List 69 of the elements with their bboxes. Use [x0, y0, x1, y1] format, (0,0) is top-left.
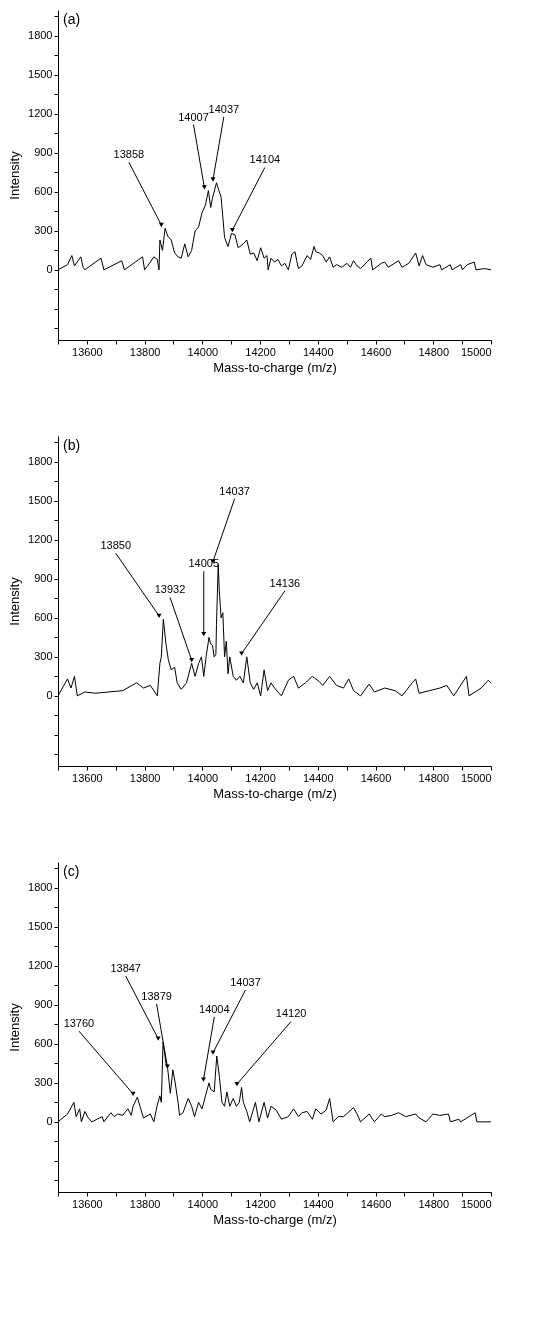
- x-tick-label: 14200: [245, 345, 276, 358]
- y-tick-label: 600: [34, 1037, 53, 1050]
- chart-title: (a): [63, 11, 81, 27]
- y-axis-title: Intensity: [7, 1002, 23, 1052]
- annotation: 14037: [208, 102, 240, 115]
- x-tick-label: 14000: [187, 345, 219, 358]
- x-tick-label: 14400: [303, 345, 334, 358]
- y-tick-label: 0: [46, 263, 53, 276]
- x-tick-label: 14800: [418, 771, 450, 784]
- y-tick-label: 900: [34, 572, 53, 585]
- annotation: 13760: [63, 1017, 95, 1030]
- chart-title: (c): [63, 863, 80, 879]
- y-tick-label: 1500: [28, 494, 53, 507]
- annotation: 14007: [178, 110, 209, 123]
- y-tick-label: 1200: [28, 107, 53, 120]
- y-tick-label: 300: [34, 1076, 53, 1089]
- y-tick-label: 1200: [28, 959, 53, 972]
- y-tick-label: 1800: [28, 455, 53, 468]
- y-axis-title: Intensity: [7, 576, 23, 626]
- annotation: 14037: [230, 975, 261, 988]
- x-tick-label: 13800: [129, 1197, 161, 1210]
- x-tick-label: 13600: [72, 1197, 103, 1210]
- x-tick-label: 14800: [418, 345, 450, 358]
- x-tick-label: 15000: [460, 345, 492, 358]
- x-tick-label: 13800: [129, 771, 161, 784]
- x-tick-label: 13600: [72, 345, 103, 358]
- annotation: 13847: [110, 961, 141, 974]
- annotation: 14004: [199, 1002, 230, 1015]
- x-tick-label: 14400: [303, 771, 334, 784]
- annotation: 14005: [188, 557, 220, 570]
- x-tick-label: 14000: [187, 1197, 219, 1210]
- y-tick-label: 600: [34, 185, 53, 198]
- y-tick-label: 1800: [28, 29, 53, 42]
- x-tick-label: 14600: [360, 345, 392, 358]
- y-tick-label: 600: [34, 611, 53, 624]
- y-tick-label: 0: [46, 689, 53, 702]
- x-tick-label: 14200: [245, 1197, 276, 1210]
- annotation: 13932: [154, 583, 186, 596]
- x-tick-label: 14800: [418, 1197, 450, 1210]
- annotation: 14136: [269, 576, 301, 589]
- y-tick-label: 1500: [28, 68, 53, 81]
- x-tick-label: 15000: [460, 1197, 492, 1210]
- annotation: 14120: [275, 1007, 307, 1020]
- y-tick-label: 900: [34, 998, 53, 1011]
- y-tick-label: 0: [46, 1115, 53, 1128]
- y-axis-title: Intensity: [7, 150, 23, 200]
- x-tick-label: 15000: [460, 771, 492, 784]
- x-axis-title: Mass-to-charge (m/z): [213, 785, 337, 801]
- annotation: 14104: [249, 153, 281, 166]
- x-axis-title: Mass-to-charge (m/z): [213, 359, 337, 375]
- y-tick-label: 1500: [28, 920, 53, 933]
- x-tick-label: 14600: [360, 771, 392, 784]
- x-tick-label: 13600: [72, 771, 103, 784]
- annotation: 13850: [100, 539, 132, 552]
- x-axis-title: Mass-to-charge (m/z): [213, 1211, 337, 1227]
- y-tick-label: 300: [34, 224, 53, 237]
- x-tick-label: 14000: [187, 771, 219, 784]
- y-tick-label: 1800: [28, 881, 53, 894]
- x-tick-label: 13800: [129, 345, 161, 358]
- chart-title: (b): [63, 437, 81, 453]
- x-tick-label: 14200: [245, 771, 276, 784]
- annotation: 13879: [141, 989, 172, 1002]
- annotation: 14037: [219, 484, 250, 497]
- y-tick-label: 300: [34, 650, 53, 663]
- x-tick-label: 14600: [360, 1197, 392, 1210]
- y-tick-label: 900: [34, 146, 53, 159]
- x-tick-label: 14400: [303, 1197, 334, 1210]
- y-tick-label: 1200: [28, 533, 53, 546]
- annotation: 13858: [113, 148, 145, 161]
